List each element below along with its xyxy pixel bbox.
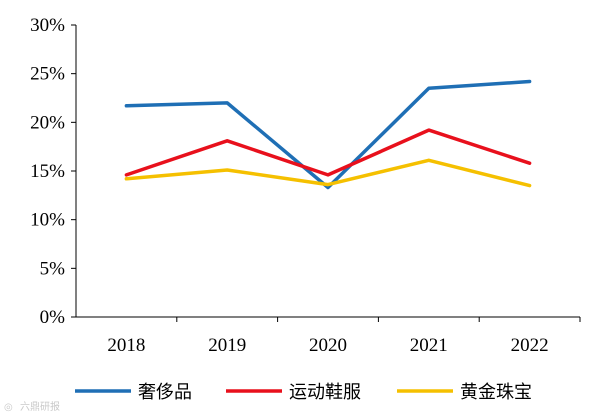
y-tick-label: 20% [30,112,65,133]
legend-label: 黄金珠宝 [460,382,532,403]
x-axis: 2018 2019 2020 2021 2022 [76,316,581,356]
x-tick-label: 2019 [208,335,246,356]
watermark-logo-icon: ◎ [4,402,13,413]
y-tick-label: 25% [30,64,65,85]
series-line-1 [124,79,532,190]
watermark-text: 六鼎研报 [20,400,60,413]
legend-label: 奢侈品 [138,382,192,403]
y-tick-label: 10% [30,210,65,231]
series-line-3 [124,158,532,188]
y-tick-label: 5% [40,258,66,279]
y-tick-label: 0% [40,307,66,328]
series-line-2 [124,128,532,177]
watermark: ◎ 六鼎研报 [4,400,60,413]
y-tick-label: 15% [30,161,65,182]
legend-label: 运动鞋服 [289,382,361,403]
series-lines [124,79,532,190]
y-axis: 0% 5% 10% 15% 20% 25% 30% [30,15,77,328]
x-tick-label: 2022 [511,335,549,356]
x-tick-label: 2021 [410,335,448,356]
x-tick-label: 2020 [309,335,347,356]
y-tick-label: 30% [30,15,65,36]
legend: 奢侈品 运动鞋服 黄金珠宝 [75,382,532,403]
x-tick-label: 2018 [107,335,145,356]
